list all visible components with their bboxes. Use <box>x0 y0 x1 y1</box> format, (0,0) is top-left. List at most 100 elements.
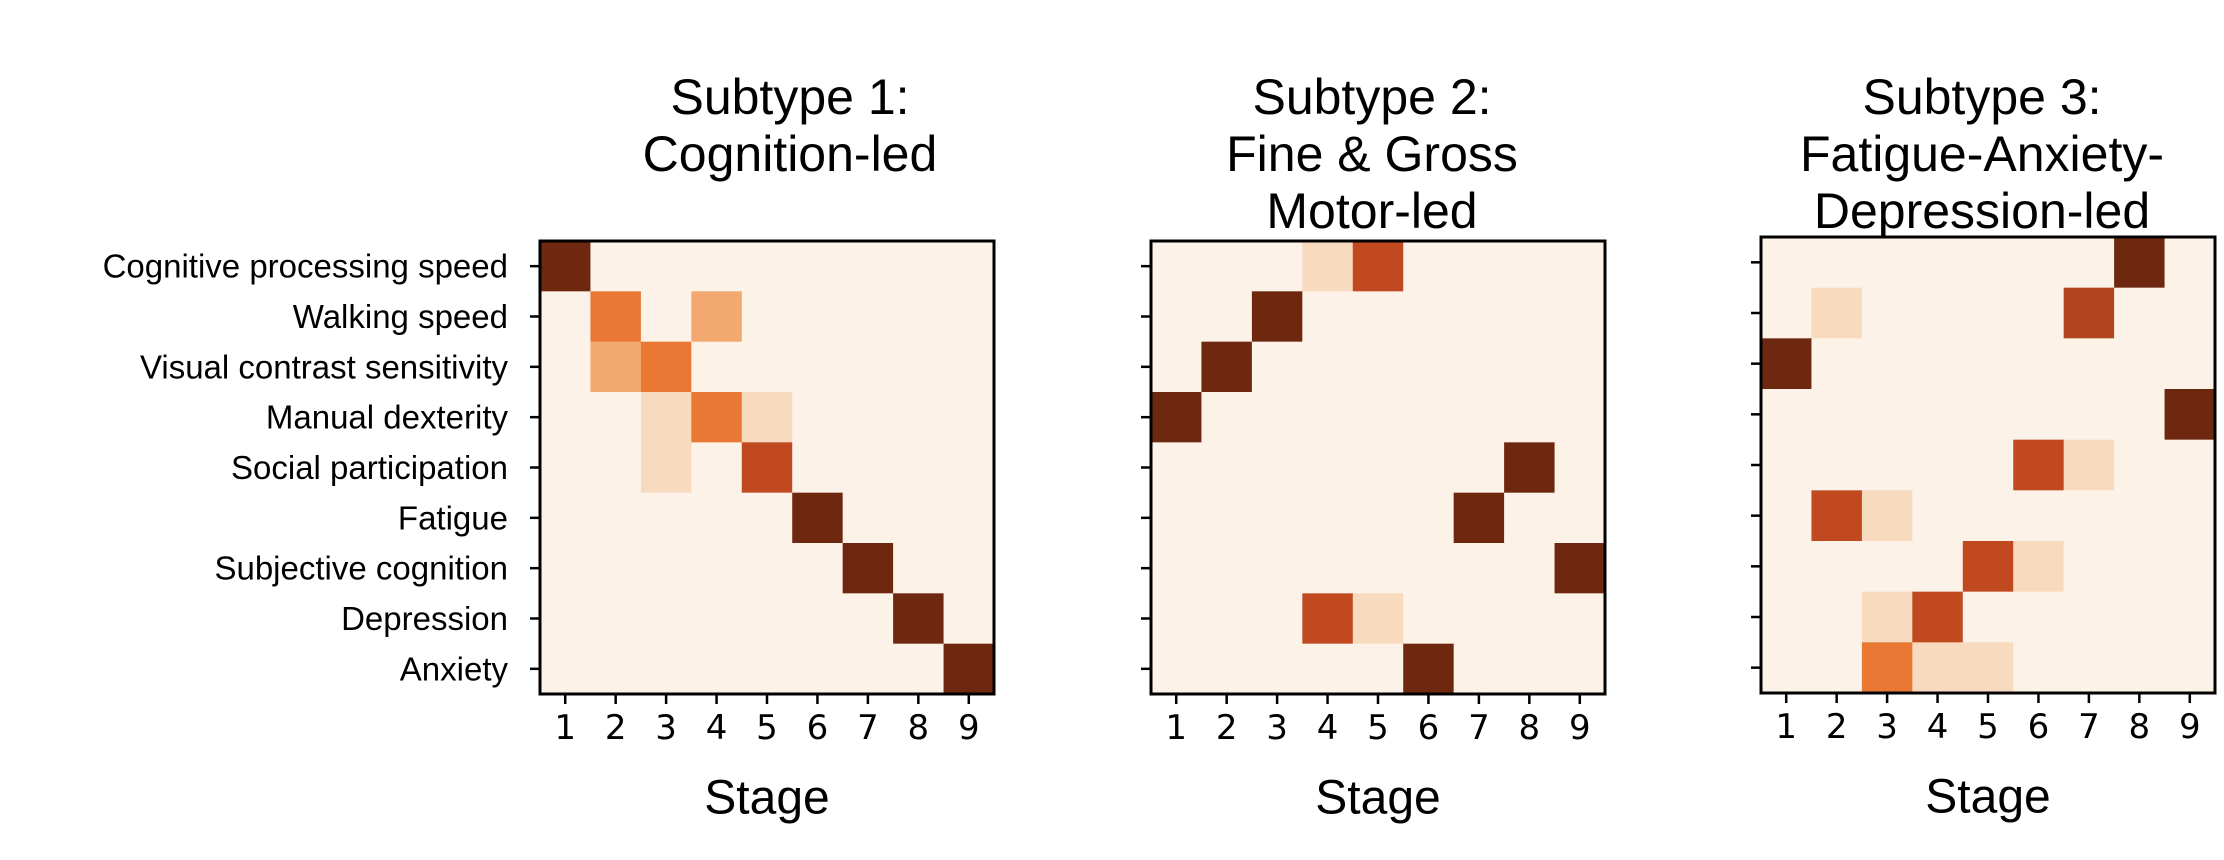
panel-3-cell-r9-c4 <box>1912 642 1964 694</box>
panel-2-cell-r2-c7 <box>1453 291 1505 343</box>
panel-3-xtick-label-3: 3 <box>1876 707 1898 747</box>
panel-2-cell-r1-c1 <box>1151 241 1203 292</box>
panel-3-cell-r3-c5 <box>1962 338 2014 390</box>
panel-1-cell-r6-c5 <box>741 492 793 544</box>
panel-3-cell-r2-c4 <box>1912 287 1964 339</box>
panel-1-cell-r9-c7 <box>842 643 894 695</box>
panel-1-cell-r7-c5 <box>741 543 793 594</box>
panel-3-cell-r6-c2 <box>1811 490 1863 542</box>
panel-1-cell-r3-c1 <box>540 341 592 393</box>
panel-2-cell-r3-c2 <box>1201 341 1253 393</box>
panel-2-cell-r4-c6 <box>1403 392 1455 443</box>
panel-2-xtick-label-7: 7 <box>1468 708 1490 748</box>
panel-1-cell-r2-c2 <box>590 291 642 343</box>
panel-2-cell-r3-c9 <box>1554 341 1606 393</box>
panel-2-cell-r4-c8 <box>1504 392 1556 443</box>
panel-1-cell-r9-c9 <box>943 643 995 695</box>
panel-1-cell-r4-c2 <box>590 392 642 443</box>
panel-1-cell-r5-c4 <box>691 442 743 494</box>
panel-3-xtick-label-8: 8 <box>2129 707 2151 747</box>
panel-1-cell-r1-c3 <box>640 241 692 292</box>
panel-1-cell-r3-c2 <box>590 341 642 393</box>
panel-3-cell-r1-c8 <box>2114 237 2166 289</box>
panel-1-ytick-label-9: Anxiety <box>400 650 509 687</box>
panel-3-cell-r5-c8 <box>2114 439 2166 491</box>
panel-1-cell-r3-c9 <box>943 341 995 393</box>
panel-2-cell-r9-c9 <box>1554 643 1606 695</box>
panel-3-cell-r6-c6 <box>2013 490 2065 542</box>
panel-2-cell-r3-c7 <box>1453 341 1505 393</box>
panel-3-cell-r3-c6 <box>2013 338 2065 390</box>
panel-1-cell-r7-c4 <box>691 543 743 594</box>
panel-2-cell-r7-c8 <box>1504 543 1556 594</box>
panel-2-cell-r9-c3 <box>1251 643 1303 695</box>
panel-2-cell-r4-c5 <box>1352 392 1404 443</box>
panel-3-cell-r2-c3 <box>1861 287 1913 339</box>
panel-1-cell-r6-c3 <box>640 492 692 544</box>
panel-2-cell-r3-c6 <box>1403 341 1455 393</box>
panel-2-xtick-label-8: 8 <box>1519 708 1541 748</box>
panel-1-cell-r4-c3 <box>640 392 692 443</box>
panel-2-cell-r9-c2 <box>1201 643 1253 695</box>
panel-1-cell-r5-c9 <box>943 442 995 494</box>
panel-1-ytick-label-6: Fatigue <box>398 499 508 536</box>
panel-1-cell-r4-c7 <box>842 392 894 443</box>
panel-1-cell-r5-c7 <box>842 442 894 494</box>
panel-2-xlabel: Stage <box>1315 772 1440 825</box>
panel-1-cell-r5-c6 <box>792 442 844 494</box>
panel-1-cell-r2-c7 <box>842 291 894 343</box>
panel-1-xtick-label-4: 4 <box>706 708 728 748</box>
panel-2-cell-r5-c4 <box>1302 442 1354 494</box>
panel-1-ytick-label-5: Social participation <box>231 449 508 486</box>
panel-3-cell-r8-c7 <box>2063 591 2115 643</box>
panel-2-cell-r5-c5 <box>1352 442 1404 494</box>
panel-1-cell-r5-c1 <box>540 442 592 494</box>
panel-3-cell-r9-c2 <box>1811 642 1863 694</box>
panel-1-xtick-label-3: 3 <box>655 708 677 748</box>
panel-1-xtick-label-8: 8 <box>908 708 930 748</box>
panel-3-cell-r9-c3 <box>1861 642 1913 694</box>
panel-1-title-line-2: Cognition-led <box>643 126 938 182</box>
panel-1-cell-r2-c5 <box>741 291 793 343</box>
panel-2-cell-r4-c3 <box>1251 392 1303 443</box>
panel-3-xtick-label-1: 1 <box>1775 707 1797 747</box>
panel-1-cell-r4-c8 <box>893 392 945 443</box>
panel-3-cell-r9-c6 <box>2013 642 2065 694</box>
panel-2-cell-r9-c5 <box>1352 643 1404 695</box>
panel-2-cell-r3-c4 <box>1302 341 1354 393</box>
panel-2-cell-r6-c1 <box>1151 492 1203 544</box>
panel-2-cell-r9-c7 <box>1453 643 1505 695</box>
panel-1-cell-r2-c1 <box>540 291 592 343</box>
panel-1-cell-r8-c4 <box>691 593 743 645</box>
panel-3-xtick-label-5: 5 <box>1977 707 1999 747</box>
panel-2-cell-r2-c1 <box>1151 291 1203 343</box>
panel-1-cell-r3-c4 <box>691 341 743 393</box>
panel-2-cell-r2-c2 <box>1201 291 1253 343</box>
panel-1-cell-r1-c7 <box>842 241 894 292</box>
panel-2-cell-r6-c5 <box>1352 492 1404 544</box>
panel-3-cell-r7-c4 <box>1912 541 1964 593</box>
panel-1-cell-r8-c6 <box>792 593 844 645</box>
panel-1-cell-r7-c8 <box>893 543 945 594</box>
panel-1-title-line-1: Subtype 1: <box>670 69 909 125</box>
panel-2-title-line-1: Subtype 2: <box>1252 69 1491 125</box>
panel-1-cell-r5-c3 <box>640 442 692 494</box>
panel-3-cell-r4-c5 <box>1962 389 2014 441</box>
panel-1-cell-r6-c4 <box>691 492 743 544</box>
panel-3-cell-r4-c8 <box>2114 389 2166 441</box>
panel-3-cell-r1-c9 <box>2164 237 2216 289</box>
panel-3-cell-r3-c1 <box>1761 338 1813 390</box>
panel-3-cell-r8-c9 <box>2164 591 2216 643</box>
panel-3-cell-r6-c5 <box>1962 490 2014 542</box>
panel-1-ytick-label-1: Cognitive processing speed <box>103 248 508 285</box>
panel-2-cell-r7-c4 <box>1302 543 1354 594</box>
panel-2-cell-r3-c3 <box>1251 341 1303 393</box>
panel-2-cell-r4-c2 <box>1201 392 1253 443</box>
panel-3-cell-r3-c2 <box>1811 338 1863 390</box>
panel-2-xtick-label-6: 6 <box>1418 708 1440 748</box>
panel-2-cell-r9-c6 <box>1403 643 1455 695</box>
panel-3-cell-r6-c4 <box>1912 490 1964 542</box>
panel-2-cell-r2-c6 <box>1403 291 1455 343</box>
panel-2-cell-r8-c9 <box>1554 593 1606 645</box>
panel-1-xtick-label-2: 2 <box>605 708 627 748</box>
